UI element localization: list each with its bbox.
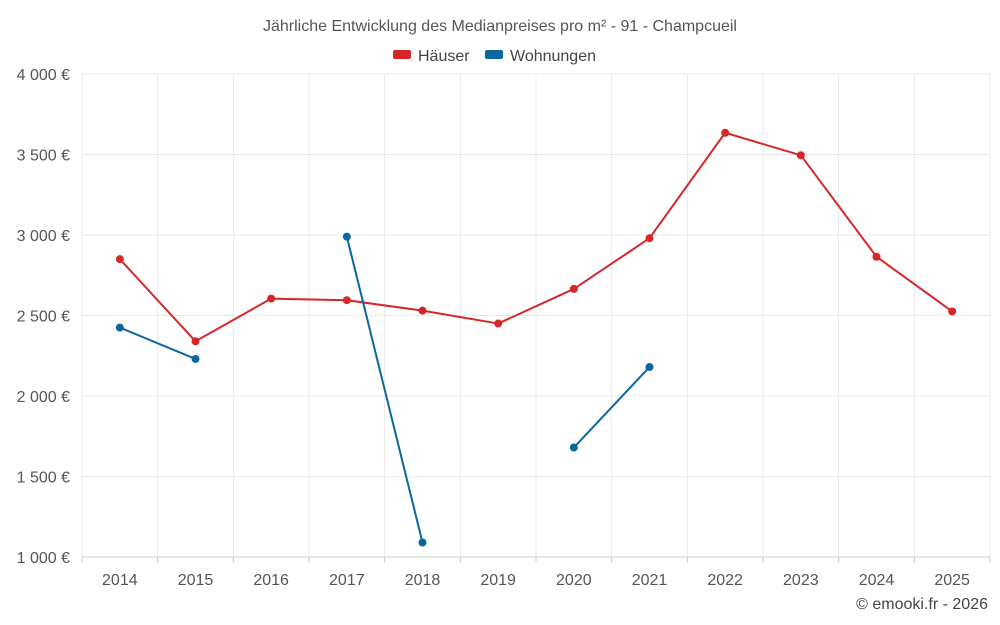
legend-swatch-haeuser: [393, 50, 411, 59]
data-point[interactable]: [267, 294, 276, 303]
series-line: [345, 236, 424, 543]
y-tick-label: 2 000 €: [17, 389, 70, 406]
data-point[interactable]: [494, 319, 503, 328]
series-line: [119, 131, 953, 343]
data-point[interactable]: [115, 255, 124, 264]
x-tick-label: 2025: [934, 572, 970, 589]
legend-item-haeuser[interactable]: Häuser: [393, 48, 470, 65]
legend-label-haeuser: Häuser: [418, 48, 470, 65]
y-tick-label: 1 500 €: [17, 470, 70, 487]
data-point[interactable]: [342, 232, 351, 241]
x-tick-label: 2016: [253, 572, 289, 589]
data-point[interactable]: [645, 363, 654, 372]
series-line: [573, 366, 651, 449]
x-tick-label: 2014: [102, 572, 138, 589]
series: [115, 128, 957, 547]
y-tick-label: 4 000 €: [17, 67, 70, 84]
y-tick-label: 3 500 €: [17, 148, 70, 165]
series-wohnungen: [115, 232, 654, 547]
x-tick-label: 2020: [556, 572, 592, 589]
x-tick-label: 2018: [405, 572, 441, 589]
data-point[interactable]: [645, 234, 654, 243]
x-tick-label: 2022: [707, 572, 743, 589]
legend-swatch-wohnungen: [485, 50, 503, 59]
data-point[interactable]: [796, 151, 805, 160]
legend-item-wohnungen[interactable]: Wohnungen: [485, 48, 596, 65]
data-point[interactable]: [721, 128, 730, 137]
y-tick-label: 3 000 €: [17, 228, 70, 245]
x-tick-label: 2021: [632, 572, 668, 589]
legend-label-wohnungen: Wohnungen: [510, 48, 596, 65]
series-haeuser: [115, 128, 957, 346]
x-tick-label: 2015: [178, 572, 214, 589]
y-tick-label: 2 500 €: [17, 309, 70, 326]
data-point[interactable]: [569, 443, 578, 452]
y-tick-label: 1 000 €: [17, 550, 70, 567]
data-point[interactable]: [115, 323, 124, 332]
x-tick-label: 2017: [329, 572, 365, 589]
data-point[interactable]: [342, 296, 351, 305]
data-point[interactable]: [418, 538, 427, 547]
data-point[interactable]: [569, 284, 578, 293]
x-axis-ticks: 2014 2015 2016 2017 2018 2019 2020 2021 2022 2023…: [102, 572, 970, 589]
series-line: [119, 326, 196, 360]
x-tick-label: 2023: [783, 572, 819, 589]
x-tick-label: 2024: [859, 572, 895, 589]
credit-text: © emooki.fr - 2026: [856, 596, 988, 613]
data-point[interactable]: [418, 306, 427, 315]
grid: [81, 73, 991, 563]
data-point[interactable]: [191, 337, 200, 346]
data-point[interactable]: [948, 307, 957, 316]
x-tick-label: 2019: [480, 572, 516, 589]
y-axis-ticks: 1 000 € 1 500 € 2 000 € 2 500 € 3 000 € 3 500…: [17, 67, 70, 567]
chart-title: Jährliche Entwicklung des Medianpreises …: [263, 18, 737, 35]
legend: Häuser Wohnungen: [393, 48, 596, 65]
data-point[interactable]: [872, 252, 881, 261]
data-point[interactable]: [191, 354, 200, 363]
